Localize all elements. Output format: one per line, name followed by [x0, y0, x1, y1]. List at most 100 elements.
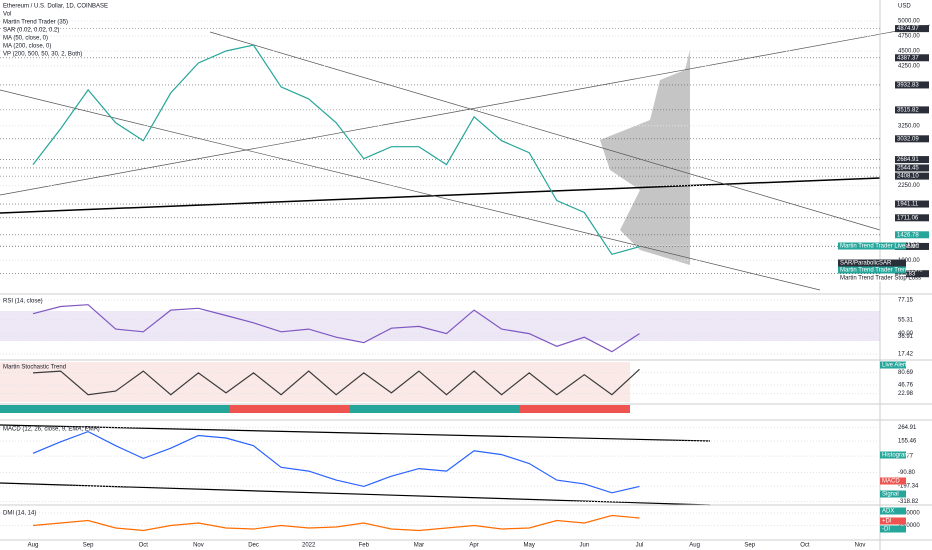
tag-box — [880, 490, 906, 498]
indicator-label: Vol — [3, 12, 11, 18]
trend-line — [0, 177, 881, 214]
pane-title: MACD (12, 26, close, 9, EMA, EMA) — [3, 427, 100, 433]
level-label: 2408.10 — [897, 174, 919, 180]
y-tick-label: 50.0000 — [898, 511, 920, 517]
tag-box — [880, 525, 906, 533]
series-line — [32, 304, 640, 353]
tag-box — [838, 274, 906, 282]
level-tag — [895, 106, 929, 114]
tag-label: SAR/ParabolicSAR — [840, 261, 892, 267]
x-tick-label: Feb — [359, 543, 370, 549]
tag-label: Live Alert — [882, 363, 907, 369]
level-label: 1426.78 — [897, 232, 919, 238]
indicator-label: MA (50, close, 0) — [3, 36, 48, 42]
volume-profile — [600, 50, 690, 265]
level-label: 3932.83 — [897, 83, 919, 89]
tag-box — [880, 477, 906, 485]
tag-box — [880, 507, 906, 515]
indicator-label: VP (200, 500, 50, 30, 2, Both) — [3, 52, 82, 58]
x-tick-label: Apr — [469, 543, 478, 549]
indicator-label: MA (200, close, 0) — [3, 44, 51, 50]
y-tick-label: 4250.00 — [898, 64, 920, 70]
tag-label: +DI — [882, 519, 892, 525]
series-line — [32, 514, 640, 532]
y-tick-label: -90.80 — [898, 470, 916, 476]
level-tag — [895, 200, 929, 208]
tag-label: Histogram — [882, 453, 909, 459]
tag-box — [838, 266, 906, 274]
x-tick-label: May — [524, 543, 535, 549]
x-tick-label: 2022 — [302, 543, 316, 549]
y-tick-label: -197.34 — [898, 484, 919, 490]
x-tick-label: Nov — [193, 543, 204, 549]
currency: USD — [898, 4, 911, 10]
y-tick-label: 4500.00 — [898, 49, 920, 55]
tag-label: Signal — [882, 492, 899, 498]
y-tick-label: 22.98 — [898, 391, 914, 397]
level-tag — [895, 231, 929, 239]
level-label: 4387.37 — [897, 55, 919, 61]
tag-box — [880, 361, 906, 369]
tag-label: Martin Trend Trader Trend Line — [840, 268, 923, 274]
y-tick-label: 80.69 — [898, 370, 914, 376]
y-tick-label: 46.76 — [898, 383, 914, 389]
x-tick-label: Oct — [800, 543, 810, 549]
series-line — [32, 368, 640, 396]
x-tick-label: Mar — [414, 543, 424, 549]
y-tick-label: 264.91 — [898, 425, 917, 431]
y-tick-label: -318.82 — [898, 499, 919, 505]
level-label: 1711.06 — [897, 215, 919, 221]
x-tick-label: Aug — [28, 543, 39, 549]
level-tag — [895, 81, 929, 89]
level-label: 2544.45 — [897, 166, 919, 172]
y-tick-label: 36.91 — [898, 334, 914, 340]
tag-box — [880, 451, 906, 459]
level-tag — [895, 25, 929, 33]
tag-label: Martin Trend Trader Live Alert — [840, 244, 919, 250]
x-tick-label: Jul — [636, 543, 644, 549]
series-line — [32, 44, 640, 255]
series-line — [32, 430, 640, 494]
level-label: 775.83 — [897, 271, 916, 277]
level-label: 1941.11 — [897, 202, 919, 208]
level-label: 3032.09 — [897, 136, 919, 142]
x-tick-label: Jun — [579, 543, 589, 549]
trend-meter-red — [520, 405, 630, 413]
x-tick-label: Aug — [689, 543, 700, 549]
level-label: 3515.82 — [897, 107, 919, 113]
pane-title: Martin Stochastic Trend — [3, 365, 66, 371]
indicator-label: Martin Trend Trader (35) — [3, 20, 68, 26]
y-tick-label: 40.00 — [898, 331, 914, 337]
tag-box — [880, 517, 906, 525]
level-tag — [895, 242, 929, 250]
trend-line — [0, 89, 821, 291]
pane-title: DMI (14, 14) — [3, 511, 36, 517]
rsi-band — [0, 311, 880, 341]
y-tick-label: 5000.00 — [898, 19, 920, 25]
x-tick-label: Nov — [855, 543, 866, 549]
trend-line — [209, 31, 881, 231]
level-label: 2684.91 — [897, 157, 919, 163]
level-tag — [895, 164, 929, 172]
level-tag — [895, 270, 929, 278]
level-label: 4874.97 — [897, 26, 919, 32]
y-tick-label: 1000.00 — [898, 258, 920, 264]
trend-line — [0, 424, 711, 442]
level-tag — [895, 135, 929, 143]
x-tick-label: Sep — [83, 543, 94, 549]
y-tick-label: 55.31 — [898, 317, 914, 323]
y-tick-label: 155.46 — [898, 439, 917, 445]
y-tick-label: 2250.00 — [898, 183, 920, 189]
x-tick-label: Sep — [744, 543, 755, 549]
tag-label: MACD — [882, 479, 900, 485]
tag-label: -DI — [882, 527, 890, 533]
pane-title: RSI (14, close) — [3, 299, 43, 305]
y-tick-label: 17.42 — [898, 352, 914, 358]
stoch-background — [0, 362, 630, 402]
x-tick-label: Oct — [139, 543, 149, 549]
level-label: 1231.90 — [897, 244, 919, 250]
level-tag — [895, 172, 929, 180]
level-tag — [895, 54, 929, 62]
